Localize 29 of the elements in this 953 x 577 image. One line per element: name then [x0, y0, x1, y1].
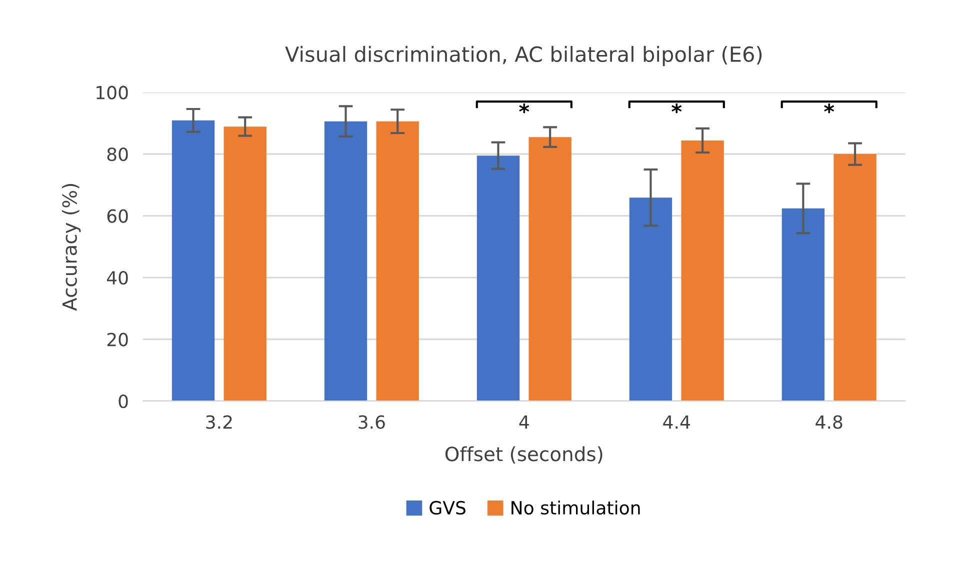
chart-title: Visual discrimination, AC bilateral bipolar (E6) [285, 46, 762, 66]
y-tick-label: 60 [107, 209, 128, 223]
bar [681, 140, 724, 402]
y-tick-label: 80 [107, 148, 128, 162]
y-axis-title: Accuracy (%) [62, 184, 81, 311]
bar [528, 137, 572, 402]
x-tick-label: 4.4 [663, 415, 690, 429]
x-tick-label: 4 [519, 415, 529, 429]
legend-label: GVS [430, 500, 466, 515]
x-axis-title: Offset (seconds) [445, 446, 602, 464]
legend-label: No stimulation [512, 500, 640, 515]
bar [476, 156, 520, 402]
bar [782, 208, 825, 402]
annotation: * [824, 103, 834, 114]
y-tick-label: 20 [107, 332, 128, 346]
bar [376, 121, 419, 402]
x-tick-label: 4.8 [816, 415, 842, 429]
y-tick-label: 0 [118, 394, 128, 408]
y-tick-label: 100 [96, 86, 128, 100]
bar [834, 154, 876, 402]
annotation: * [519, 103, 530, 114]
bar [172, 120, 215, 402]
x-tick-label: 3.6 [358, 415, 385, 429]
bar [324, 121, 368, 402]
y-tick-label: 40 [106, 270, 128, 285]
x-tick-label: 3.2 [206, 415, 232, 429]
annotation: * [672, 103, 682, 114]
bar [224, 126, 266, 402]
bar [629, 198, 672, 402]
